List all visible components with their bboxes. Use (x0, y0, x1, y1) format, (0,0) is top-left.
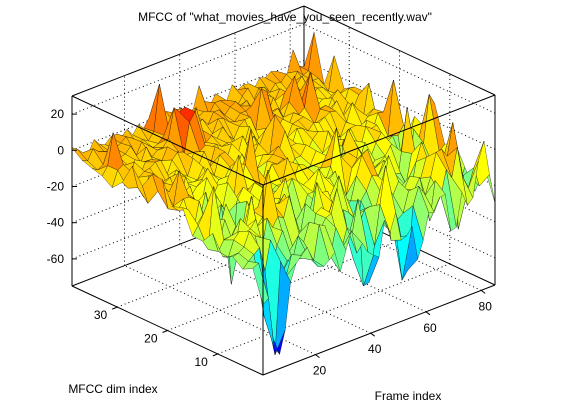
x-tick-label: 80 (479, 299, 493, 313)
y-tick-mark (162, 330, 168, 333)
x-tick-label: 40 (368, 342, 382, 356)
y-tick-label: 30 (94, 308, 108, 322)
y-tick-mark (112, 306, 118, 310)
x-axis-label: Frame index (375, 389, 442, 403)
x-tick-mark (425, 311, 431, 316)
axis-ticks: 20 40 60 80 10 20 30 20 0 -20 -40 -60 (47, 107, 493, 378)
z-gridline (71, 23, 305, 115)
x-tick-mark (480, 289, 486, 294)
x-tick-label: 60 (423, 321, 437, 335)
y-gridline (217, 263, 450, 355)
z-tick-label: 0 (57, 143, 64, 157)
x-tick-mark (315, 354, 320, 359)
y-axis-label: MFCC dim index (68, 382, 157, 396)
y-tick-mark (212, 353, 218, 357)
chart-title: MFCC of "what_movies_have_you_seen_recen… (138, 10, 432, 24)
axis-box-edge (71, 5, 305, 97)
x-tick-mark (370, 332, 376, 337)
z-tick-label: -20 (47, 180, 65, 194)
z-tick-label: -40 (47, 216, 65, 230)
axis-box-edge (303, 5, 496, 96)
x-tick-label: 20 (313, 364, 327, 378)
axis-box-edge (71, 95, 264, 186)
surface-patch (252, 262, 269, 305)
z-tick-label: 20 (51, 107, 65, 121)
y-tick-label: 10 (194, 355, 208, 369)
z-tick-label: -60 (47, 252, 65, 266)
z-gridline (71, 59, 305, 151)
axis-box-edge (262, 94, 496, 186)
y-tick-label: 20 (144, 332, 158, 346)
surface-mesh (71, 32, 496, 356)
axis-box-edge (262, 284, 496, 376)
